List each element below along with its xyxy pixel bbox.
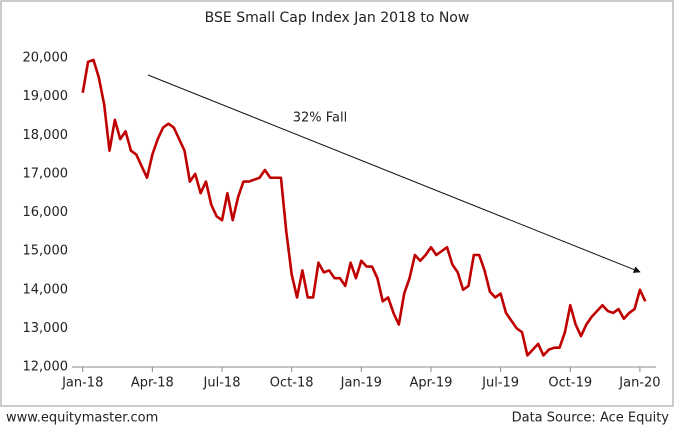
footer-right: Data Source: Ace Equity [512,411,670,426]
y-tick-label: 13,000 [23,321,69,336]
trend-arrow [147,74,641,273]
frame [0,0,674,407]
y-tick-label: 14,000 [23,282,69,297]
y-tick-label: 15,000 [23,244,69,259]
y-tick-label: 20,000 [23,51,69,66]
x-tick-label: Jan-19 [340,376,382,391]
x-tick-label: Oct-18 [270,376,314,391]
chart-title: BSE Small Cap Index Jan 2018 to Now [205,10,470,26]
y-tick-label: 17,000 [23,166,69,181]
x-tick-label: Jul-18 [203,376,241,391]
y-tick-label: 12,000 [23,360,69,375]
y-tick-label: 19,000 [23,89,69,104]
x-tick-label: Apr-19 [410,376,453,391]
series-line [81,58,647,357]
footer-left: www.equitymaster.com [6,411,158,426]
x-tick-label: Apr-18 [131,376,174,391]
x-tick-label: Jan-20 [618,376,660,391]
y-tick-label: 18,000 [23,128,69,143]
x-tick-label: Jan-18 [61,376,103,391]
x-tick-label: Jul-19 [481,376,519,391]
y-tick-label: 16,000 [23,205,69,220]
x-tick-label: Oct-19 [548,376,592,391]
annotation: 32% Fall [293,111,348,126]
